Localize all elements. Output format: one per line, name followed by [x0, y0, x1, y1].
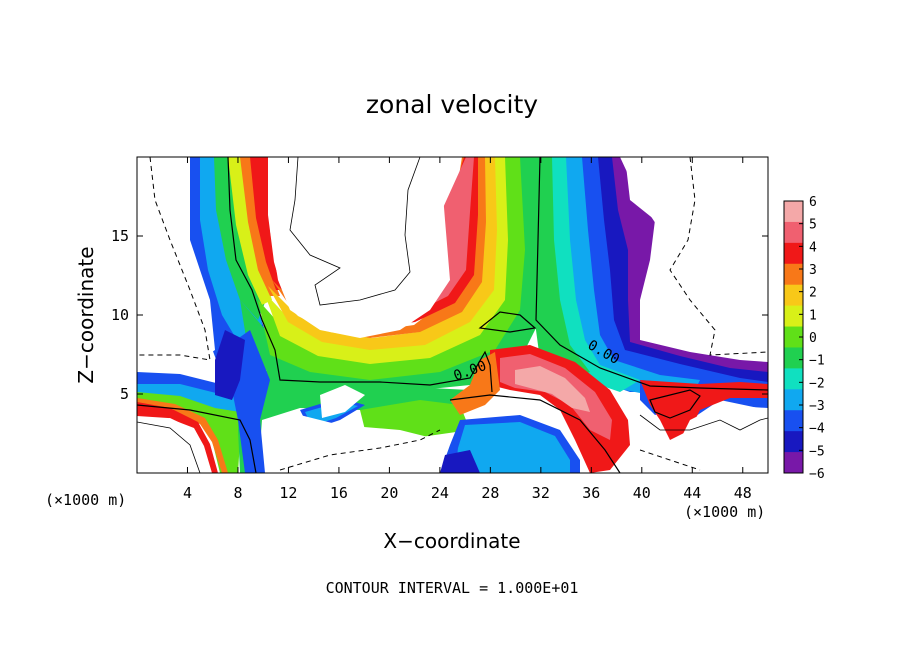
- colorbar-swatch-3: [784, 263, 803, 286]
- colorbar-label-9: −3: [809, 399, 825, 414]
- thin-contour-1: [289, 157, 421, 306]
- x-tick-label-11: 48: [734, 484, 752, 502]
- x-tick-label-7: 32: [532, 484, 550, 502]
- colorbar-swatch-1: [784, 221, 803, 244]
- x-tick-label-10: 44: [683, 484, 701, 502]
- x-tick-label-8: 36: [582, 484, 600, 502]
- zero-contour-lower: [449, 394, 621, 473]
- colorbar-swatch-0: [784, 201, 803, 223]
- colorbar-label-10: −4: [809, 422, 825, 437]
- x-tick-label-3: 16: [330, 484, 348, 502]
- central-arc: [240, 157, 545, 392]
- y-tick-label-0: 5: [120, 385, 129, 403]
- colorbar-label-8: −2: [809, 376, 825, 391]
- x-axis-ticks: 4 8 12 16 20 24 28 32 36 40 44 48: [183, 157, 752, 502]
- y-axis-label: Z−coordinate: [74, 246, 98, 383]
- thin-contour-2: [137, 421, 201, 473]
- colorbar-label-1: 5: [809, 218, 817, 233]
- x-tick-label-0: 4: [183, 484, 192, 502]
- colorbar-swatch-5: [784, 305, 803, 328]
- colorbar-swatch-9: [784, 389, 803, 411]
- colorbar-label-0: 6: [809, 195, 817, 210]
- zero-contour-right-low: [649, 389, 701, 419]
- x-tick-label-4: 20: [380, 484, 398, 502]
- left-band: [137, 330, 580, 473]
- colorbar-swatch-4: [784, 284, 803, 307]
- x-tick-label-2: 12: [279, 484, 297, 502]
- x-unit-label-left: (×1000 m): [45, 491, 126, 509]
- colorbar-swatch-8: [784, 368, 803, 390]
- colorbar-swatch-12: [784, 452, 803, 474]
- colorbar: 6 5 4 3 2 1 0 −1 −2 −3 −4 −5 −6: [783, 195, 825, 482]
- y-axis-ticks: 5 10 15: [111, 227, 768, 403]
- hot-core: [450, 345, 768, 473]
- x-unit-label-right: (×1000 m): [684, 503, 765, 521]
- colorbar-label-6: 0: [809, 331, 817, 346]
- velocity-field: 0.000.00: [137, 157, 768, 473]
- zero-contour-loop: [478, 311, 537, 333]
- chart-title: zonal velocity: [366, 90, 538, 119]
- x-axis-label: X−coordinate: [383, 529, 520, 553]
- colorbar-label-12: −6: [809, 467, 825, 482]
- colorbar-swatch-6: [784, 326, 803, 348]
- x-tick-label-9: 40: [633, 484, 651, 502]
- colorbar-label-7: −1: [809, 354, 825, 369]
- colorbar-label-11: −5: [809, 444, 825, 459]
- x-tick-label-1: 8: [233, 484, 242, 502]
- x-tick-label-6: 28: [481, 484, 499, 502]
- colorbar-label-4: 2: [809, 286, 817, 301]
- contour-interval-footer: CONTOUR INTERVAL = 1.000E+01: [326, 579, 579, 597]
- x-tick-label-5: 24: [431, 484, 449, 502]
- y-tick-label-2: 15: [111, 227, 129, 245]
- zero-contour-left: [227, 157, 493, 393]
- colorbar-label-3: 3: [809, 263, 817, 278]
- dashed-contours: [137, 157, 768, 471]
- colorbar-label-2: 4: [809, 240, 817, 255]
- colorbar-swatch-10: [784, 410, 803, 432]
- zero-contour-bottom: [137, 404, 257, 473]
- zero-contour-right: [535, 157, 768, 391]
- contour-lines: [137, 157, 768, 473]
- colorbar-swatch-11: [784, 431, 803, 453]
- colorbar-swatch-7: [784, 347, 803, 369]
- colorbar-label-5: 1: [809, 308, 817, 323]
- white-regions: [137, 157, 768, 473]
- colorbar-swatch-2: [784, 242, 803, 265]
- thin-contour-3: [639, 414, 768, 431]
- y-tick-label-1: 10: [111, 306, 129, 324]
